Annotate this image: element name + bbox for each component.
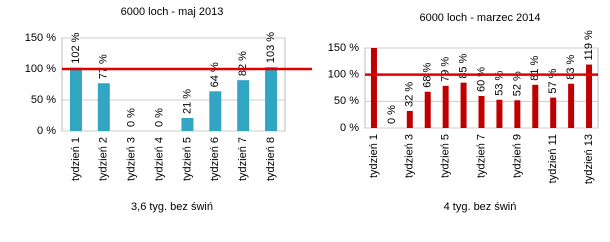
bar [442, 85, 449, 128]
x-axis-label: 3,6 tyg. bez świń [131, 201, 213, 213]
value-label: 103 % [265, 32, 277, 63]
x-tick-label: tydzień 13 [583, 134, 595, 184]
bar [532, 84, 539, 128]
value-label: 0 % [386, 105, 398, 124]
x-tick-label: tydzień 7 [475, 134, 487, 178]
y-tick-label: 100 % [25, 63, 56, 75]
x-tick-label: tydzień 1 [368, 134, 380, 178]
value-label: 57 % [547, 68, 559, 93]
y-tick-label: 50 % [31, 94, 56, 106]
y-tick-label: 150 % [25, 32, 56, 44]
x-tick-label: tydzień 6 [209, 137, 221, 181]
bar [181, 117, 194, 131]
y-tick-label: 0 % [37, 125, 56, 137]
bar [237, 80, 250, 131]
y-tick-label: 150 % [328, 42, 359, 54]
x-tick-label: tydzień 4 [153, 137, 165, 181]
value-label: 21 % [181, 89, 193, 114]
x-axis-label: 4 tyg. bez świń [444, 201, 517, 213]
bar [406, 110, 413, 128]
bar [97, 83, 110, 131]
value-label: 0 % [153, 108, 165, 127]
bar [424, 91, 431, 128]
value-label: 79 % [440, 57, 452, 82]
bar [69, 67, 82, 131]
bar [370, 48, 377, 128]
bar [496, 99, 503, 128]
bar [514, 100, 521, 128]
x-tick-label: tydzień 3 [126, 137, 138, 181]
value-label: 102 % [70, 32, 82, 63]
bar [460, 82, 467, 128]
value-label: 0 % [126, 108, 138, 127]
value-label: 32 % [404, 82, 416, 107]
value-label: 83 % [565, 54, 577, 79]
y-tick-label: 100 % [328, 69, 359, 81]
value-label: 82 % [237, 51, 249, 76]
value-label: 85 % [457, 53, 469, 78]
x-tick-label: tydzień 1 [70, 137, 82, 181]
x-tick-label: tydzień 5 [181, 137, 193, 181]
value-label: 81 % [529, 56, 541, 81]
x-tick-label: tydzień 8 [265, 137, 277, 181]
bar [265, 67, 278, 131]
value-label: 119 % [583, 30, 595, 61]
x-tick-label: tydzień 9 [511, 134, 523, 178]
value-label: 52 % [511, 71, 523, 96]
x-tick-label: tydzień 3 [404, 134, 416, 178]
value-label: 53 % [493, 70, 505, 95]
x-tick-label: tydzień 2 [98, 137, 110, 181]
chart-title: 6000 loch - marzec 2014 [419, 12, 540, 24]
bar [568, 83, 575, 128]
y-tick-label: 0 % [340, 122, 359, 134]
x-tick-label: tydzień 5 [440, 134, 452, 178]
y-tick-label: 50 % [334, 95, 359, 107]
bar [478, 96, 485, 128]
bar [209, 91, 222, 131]
chart-title: 6000 loch - maj 2013 [121, 6, 224, 18]
bar [586, 64, 593, 128]
value-label: 60 % [475, 67, 487, 92]
value-label: 77 % [98, 54, 110, 79]
bar [550, 97, 557, 128]
value-label: 64 % [209, 62, 221, 87]
plot-frame [61, 37, 286, 132]
x-tick-label: tydzień 11 [547, 134, 559, 183]
x-tick-label: tydzień 7 [237, 137, 249, 181]
